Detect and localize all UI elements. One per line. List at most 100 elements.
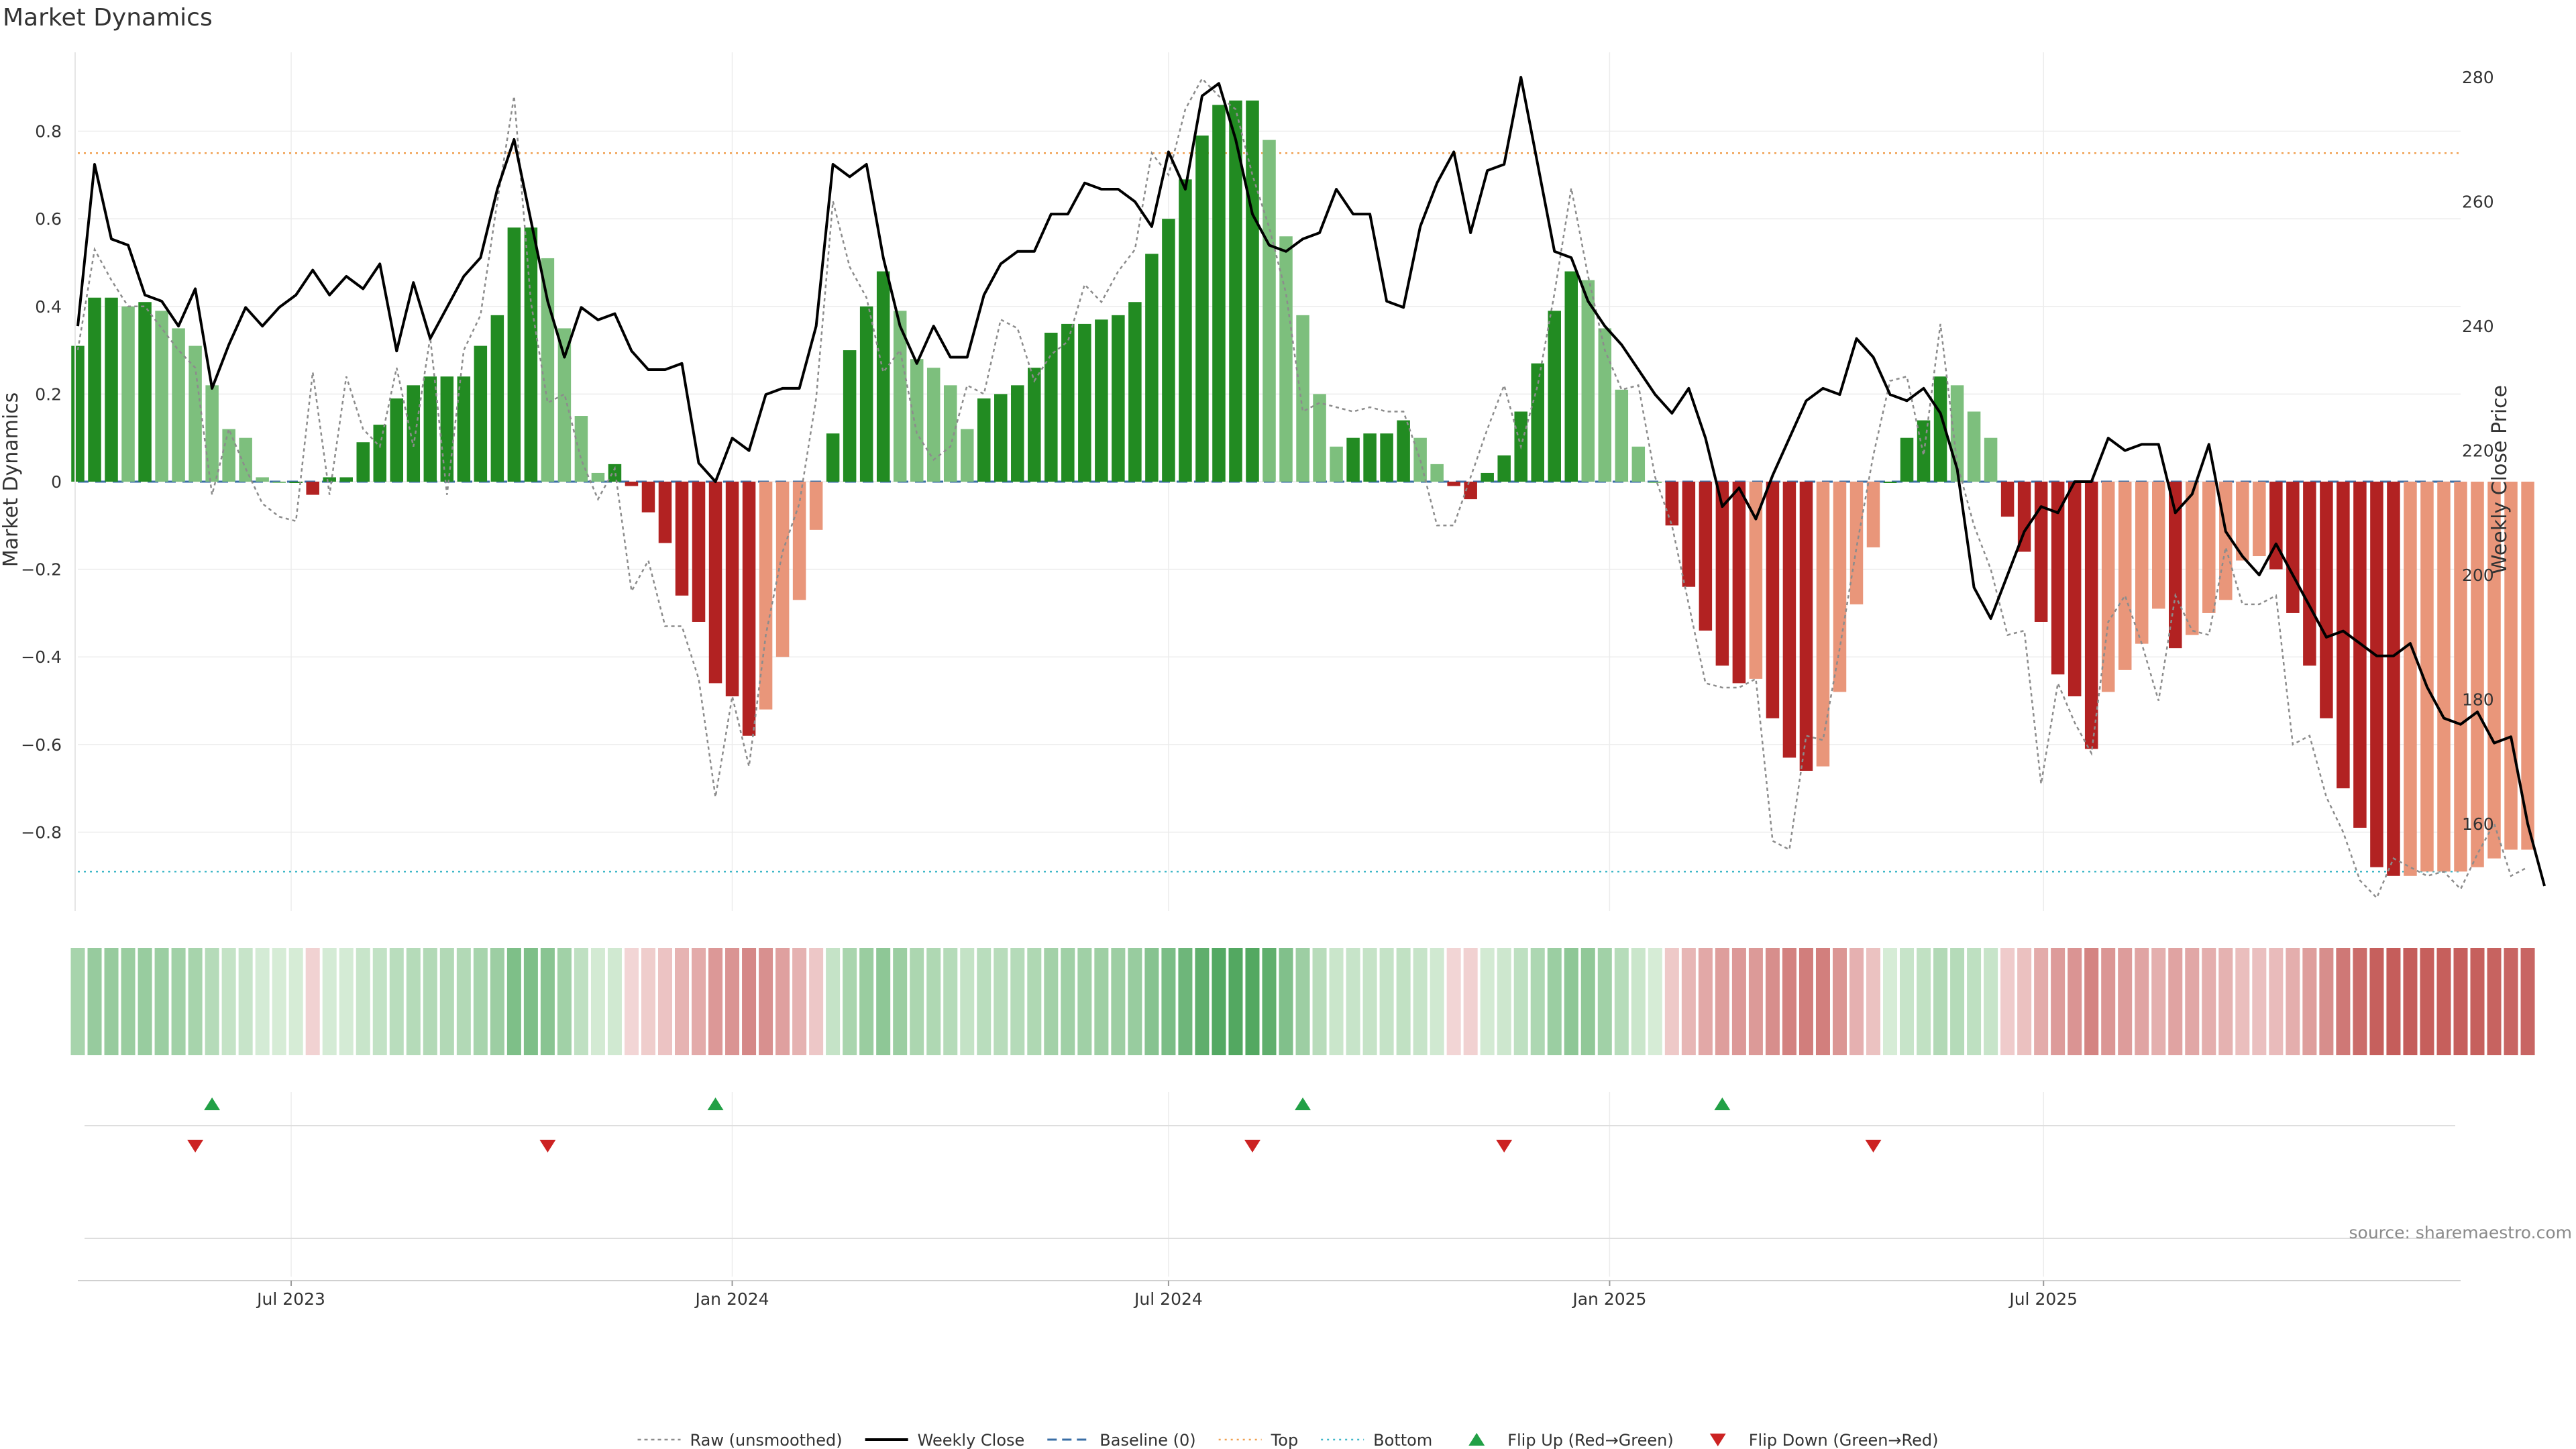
heat-cell (2269, 948, 2284, 1055)
heat-cell (1950, 948, 1965, 1055)
bar (2437, 482, 2451, 872)
bar (138, 302, 152, 482)
heat-cell (1061, 948, 1075, 1055)
heat-cell (2353, 948, 2367, 1055)
flip-up-marker (1295, 1097, 1311, 1110)
heat-cell (372, 948, 387, 1055)
bar (1749, 482, 1763, 679)
heat-cell (775, 948, 790, 1055)
bar (1631, 446, 1646, 482)
bar (2269, 482, 2283, 570)
heat-cell (1346, 948, 1360, 1055)
bar (591, 472, 605, 482)
heat-cell (506, 948, 521, 1055)
heat-cell (1664, 948, 1679, 1055)
heat-cell (2369, 948, 2384, 1055)
heat-cell (759, 948, 773, 1055)
heat-cell (1010, 948, 1025, 1055)
bar (172, 328, 185, 482)
heat-cell (557, 948, 572, 1055)
bar (2320, 482, 2333, 718)
heat-cell (2051, 948, 2065, 1055)
bar (1346, 437, 1360, 482)
heat-cell (1731, 948, 1746, 1055)
bar (1397, 420, 1410, 482)
heat-cell (1396, 948, 1411, 1055)
bar (742, 482, 756, 736)
heat-cell (205, 948, 219, 1055)
heat-cell (406, 948, 421, 1055)
bar (423, 376, 437, 482)
heat-cell (2218, 948, 2233, 1055)
y-tick-label-left: −0.2 (21, 560, 62, 580)
legend-handle (1468, 1433, 1485, 1446)
bar (960, 429, 974, 482)
bar (222, 429, 235, 482)
heat-cell (1513, 948, 1528, 1055)
bar (1028, 368, 1041, 482)
heat-cell (1228, 948, 1243, 1055)
flip-down-marker (1496, 1140, 1513, 1152)
heat-cell (356, 948, 370, 1055)
bar (457, 376, 471, 482)
heat-cell (1195, 948, 1210, 1055)
bar (2034, 482, 2048, 622)
bar (1615, 389, 1629, 482)
bar (1430, 464, 1444, 482)
bar (2404, 482, 2417, 876)
bar (2068, 482, 2082, 696)
bar (1782, 482, 1796, 758)
bar (1598, 328, 1612, 482)
bar (1061, 323, 1075, 482)
heat-cell (1161, 948, 1176, 1055)
heat-cell (540, 948, 555, 1055)
weekly-close-line (76, 76, 2546, 887)
heat-cell (1463, 948, 1478, 1055)
heat-cell (2487, 948, 2502, 1055)
heat-cell (1648, 948, 1662, 1055)
y-tick-label-left: 0.4 (35, 297, 62, 317)
legend-label: Baseline (0) (1099, 1431, 1195, 1449)
bar (2353, 482, 2367, 828)
heat-cell (2504, 948, 2518, 1055)
bar (1078, 323, 1091, 482)
bar (189, 345, 202, 482)
bar (2387, 482, 2400, 876)
bar (1363, 433, 1377, 482)
heat-cell (876, 948, 891, 1055)
bar (1481, 472, 1494, 482)
bar (1866, 482, 1880, 547)
heat-cell (926, 948, 941, 1055)
heat-cell (154, 948, 169, 1055)
heat-strip (70, 948, 2535, 1055)
heat-cell (742, 948, 757, 1055)
bar (2236, 482, 2249, 561)
heat-cell (1379, 948, 1394, 1055)
bar (2151, 482, 2165, 609)
heat-cell (2017, 948, 2032, 1055)
heat-cell (1715, 948, 1729, 1055)
legend-label: Bottom (1373, 1431, 1432, 1449)
bar (809, 482, 823, 530)
bar (1263, 140, 1276, 482)
bar (725, 482, 739, 696)
x-tick-label: Jan 2024 (694, 1289, 769, 1309)
heat-cell (1580, 948, 1595, 1055)
bar (239, 437, 252, 482)
heat-cell (2286, 948, 2300, 1055)
heat-cell (2034, 948, 2049, 1055)
heat-cell (255, 948, 270, 1055)
heat-cell (1698, 948, 1713, 1055)
bar (1212, 105, 1226, 482)
heat-cell (1077, 948, 1092, 1055)
heat-cell (1480, 948, 1495, 1055)
heat-cell (1782, 948, 1796, 1055)
y-tick-label-right: 200 (2462, 566, 2494, 585)
bar (1648, 482, 1662, 483)
heat-cell (1144, 948, 1159, 1055)
heat-cell (1245, 948, 1260, 1055)
bar (1313, 394, 1326, 482)
heat-cell (843, 948, 857, 1055)
legend-handle (1709, 1434, 1726, 1446)
legend-label: Top (1271, 1431, 1299, 1449)
